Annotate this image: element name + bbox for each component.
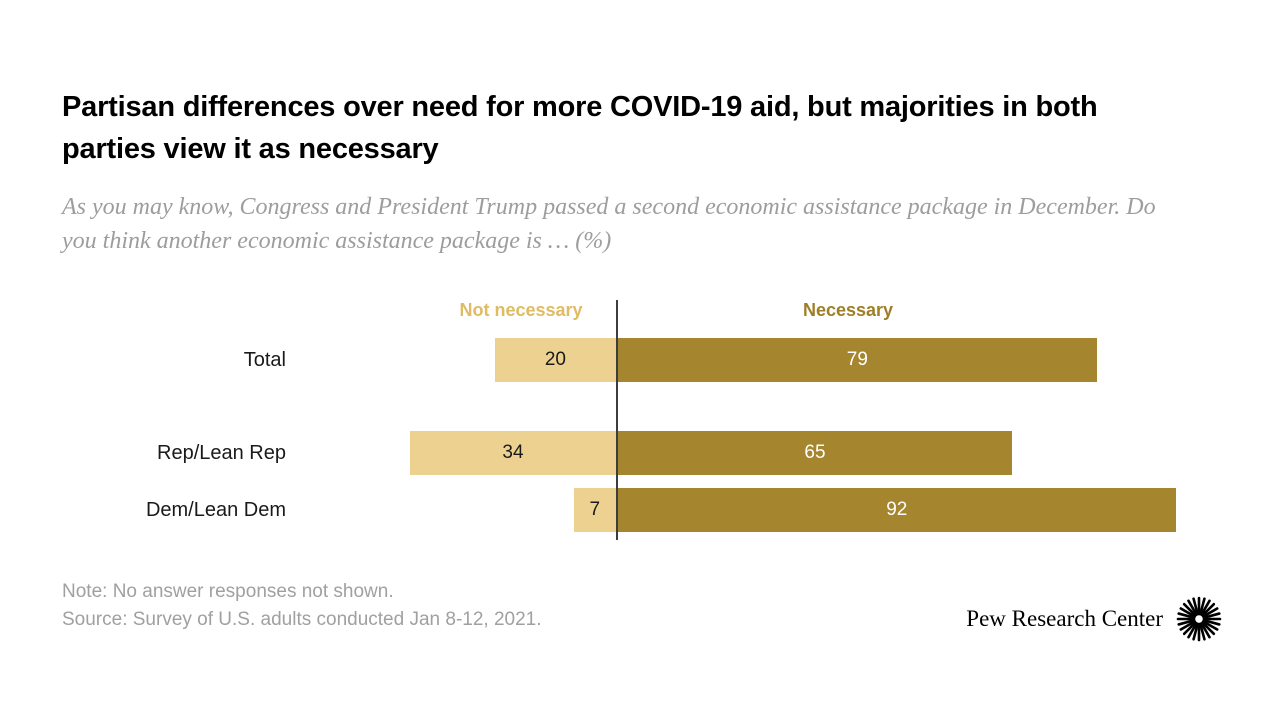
bar-not-necessary: 34 xyxy=(409,431,616,475)
row-label: Rep/Lean Rep xyxy=(157,441,286,464)
pew-sunburst-logo-icon xyxy=(1176,596,1222,642)
bar-necessary: 79 xyxy=(618,338,1097,382)
chart-title: Partisan differences over need for more … xyxy=(62,91,1098,166)
row-label: Dem/Lean Dem xyxy=(145,498,286,521)
axis-divider-line xyxy=(616,300,618,540)
brand-wordmark: Pew Research Center xyxy=(966,606,1163,631)
diverging-bar-chart: Not necessary Necessary Total 20 79 Rep/Lea… xyxy=(0,300,1280,540)
bar-not-necessary: 7 xyxy=(573,488,616,532)
chart-subtitle: As you may know, Congress and President … xyxy=(62,194,1156,255)
row-label: Total xyxy=(243,348,286,371)
bar-necessary: 65 xyxy=(618,431,1012,475)
note-text: Note: No answer responses not shown. xyxy=(62,581,394,602)
brand-lockup: Pew Research Center xyxy=(966,596,1222,642)
legend-necessary: Necessary xyxy=(802,300,894,320)
legend-not-necessary: Not necessary xyxy=(459,300,583,320)
bar-necessary: 92 xyxy=(618,488,1176,532)
source-text: Source: Survey of U.S. adults conducted … xyxy=(62,609,542,630)
bar-not-necessary: 20 xyxy=(494,338,616,382)
